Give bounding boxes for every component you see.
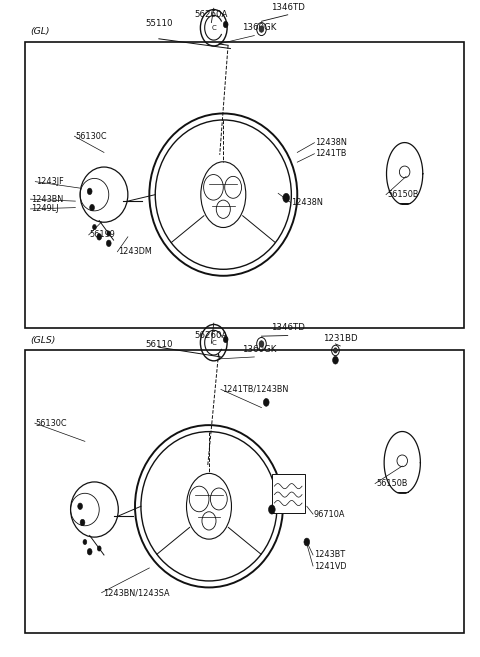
Circle shape bbox=[87, 549, 92, 555]
Ellipse shape bbox=[178, 466, 240, 547]
Text: C: C bbox=[211, 25, 216, 31]
Circle shape bbox=[78, 503, 83, 510]
Circle shape bbox=[97, 234, 102, 240]
Circle shape bbox=[259, 26, 264, 32]
Circle shape bbox=[259, 341, 264, 347]
Text: 1360GK: 1360GK bbox=[242, 23, 276, 32]
Ellipse shape bbox=[141, 432, 277, 581]
Circle shape bbox=[90, 204, 95, 211]
Text: 56130C: 56130C bbox=[36, 419, 67, 428]
Circle shape bbox=[268, 505, 275, 514]
Text: 56260A: 56260A bbox=[195, 11, 228, 19]
Circle shape bbox=[97, 546, 101, 551]
Text: (GLS): (GLS) bbox=[30, 336, 55, 346]
Bar bbox=[273, 474, 305, 512]
Text: 1241VD: 1241VD bbox=[314, 562, 347, 570]
Circle shape bbox=[93, 225, 96, 230]
Circle shape bbox=[83, 539, 87, 545]
Text: 1243DM: 1243DM bbox=[118, 247, 152, 256]
Circle shape bbox=[334, 348, 337, 353]
Text: 1243JF: 1243JF bbox=[36, 177, 64, 186]
Circle shape bbox=[80, 519, 85, 526]
Text: 1241TB/1243BN: 1241TB/1243BN bbox=[222, 385, 288, 394]
Text: 1243BN/1243SA: 1243BN/1243SA bbox=[103, 588, 169, 597]
Text: 1241TB: 1241TB bbox=[315, 149, 347, 158]
Text: 1249LJ: 1249LJ bbox=[32, 204, 59, 214]
Ellipse shape bbox=[155, 120, 291, 269]
Bar bbox=[25, 350, 464, 633]
Bar bbox=[25, 42, 464, 328]
Text: 1346TD: 1346TD bbox=[271, 3, 305, 12]
Text: 1346TD: 1346TD bbox=[271, 323, 305, 332]
Text: 1231BD: 1231BD bbox=[323, 334, 358, 343]
Text: 55110: 55110 bbox=[145, 19, 173, 28]
Circle shape bbox=[333, 356, 338, 364]
Text: 56130C: 56130C bbox=[75, 131, 107, 141]
Text: 56110: 56110 bbox=[145, 340, 173, 349]
Ellipse shape bbox=[192, 154, 254, 235]
Circle shape bbox=[304, 538, 310, 546]
Text: 12438N: 12438N bbox=[315, 138, 347, 147]
Circle shape bbox=[107, 231, 111, 236]
Text: C: C bbox=[211, 340, 216, 346]
Circle shape bbox=[87, 188, 92, 194]
Circle shape bbox=[283, 193, 289, 202]
Circle shape bbox=[223, 21, 228, 28]
Text: 1243BN: 1243BN bbox=[32, 194, 64, 204]
Text: 96710A: 96710A bbox=[314, 510, 345, 518]
Text: 56260A: 56260A bbox=[195, 331, 228, 340]
Circle shape bbox=[264, 399, 269, 406]
Circle shape bbox=[223, 336, 228, 343]
Text: 12438N: 12438N bbox=[291, 198, 324, 207]
Text: 1243BT: 1243BT bbox=[314, 551, 345, 560]
Text: 56150B: 56150B bbox=[376, 479, 408, 488]
Text: (GL): (GL) bbox=[30, 26, 49, 35]
Text: 1360GK: 1360GK bbox=[242, 345, 276, 353]
Text: 56199: 56199 bbox=[90, 231, 116, 239]
Text: 56150B: 56150B bbox=[387, 190, 419, 199]
Circle shape bbox=[107, 240, 111, 246]
